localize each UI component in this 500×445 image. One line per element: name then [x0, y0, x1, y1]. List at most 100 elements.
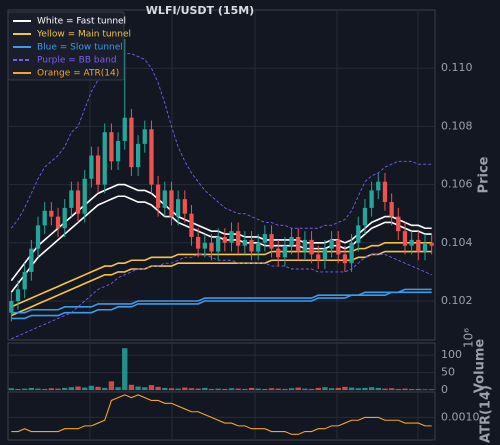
volume-bar [362, 387, 368, 390]
volume-bar [428, 389, 435, 390]
overlay-line [11, 288, 432, 314]
volume-bar [55, 388, 61, 390]
y-tick-label: 0.106 [441, 178, 473, 191]
legend-label: White = Fast tunnel [37, 17, 126, 27]
candle-body [149, 129, 154, 185]
volume-bar [108, 381, 115, 390]
candle-body [422, 242, 428, 252]
volume-bar [102, 387, 108, 390]
legend-label: Yellow = Main tunnel [36, 30, 131, 40]
volume-bar [35, 388, 41, 390]
candle-body [75, 190, 81, 214]
candle-body [55, 216, 61, 229]
candle-body [15, 289, 21, 302]
candle-body [42, 210, 47, 226]
volume-bar [28, 387, 35, 390]
candle-body [356, 225, 361, 243]
candle-body [389, 202, 394, 217]
candle-body [182, 199, 187, 214]
candle-body [69, 190, 74, 208]
volume-bar [242, 388, 248, 390]
overlay-line [10, 195, 432, 293]
volume-bar [395, 388, 401, 390]
volume-bar [375, 387, 381, 390]
volume-bar [148, 385, 155, 390]
volume-bar [308, 388, 315, 390]
y-tick-label: 50 [441, 366, 455, 379]
volume-bar [282, 388, 288, 390]
volume-bar [48, 388, 55, 390]
candle-body [122, 117, 127, 141]
volume-bar [368, 387, 375, 390]
volume-bar [195, 388, 201, 390]
volume-bar [95, 386, 101, 390]
atr-panel [7, 391, 436, 441]
volume-bar [288, 388, 295, 390]
candle-body [95, 155, 101, 185]
candle-body [189, 213, 194, 237]
overlay-line [11, 242, 432, 308]
candle-body [302, 239, 308, 252]
volume-bar [88, 385, 95, 390]
candle-body [369, 190, 374, 208]
volume-bar [415, 388, 421, 390]
candle-body [169, 190, 174, 217]
candle-body [409, 239, 414, 246]
volume-bar [315, 387, 321, 390]
candle-body [102, 132, 107, 185]
candle-body [276, 248, 281, 258]
candle-body [142, 129, 147, 144]
overlay-line [11, 253, 432, 340]
candle-body [342, 254, 348, 264]
y-tick-label: 0 [441, 383, 448, 396]
volume-bar [68, 387, 75, 390]
candle-body [62, 207, 67, 229]
candle-body [236, 231, 241, 246]
candle-body [29, 248, 34, 272]
volume-bar [328, 388, 335, 390]
overlay-line [11, 291, 432, 320]
legend-label: Orange = ATR(14) [37, 69, 119, 79]
volume-bar [202, 387, 208, 390]
volume-bar [208, 388, 215, 390]
candle-body [329, 239, 334, 249]
chart-title: WLFI/USDT (15M) [146, 4, 254, 17]
volume-bar [255, 388, 261, 390]
volume-bar [215, 388, 221, 390]
candle-body [242, 239, 247, 246]
volume-bar [355, 388, 361, 390]
overlay-line [10, 53, 432, 229]
marks [8, 39, 435, 435]
volume-bar [15, 388, 21, 390]
volume-bar [75, 386, 81, 390]
candle-body [115, 140, 121, 162]
candle-body [229, 231, 234, 243]
candle-body [249, 239, 254, 252]
atr-axis-label: ATR(14) [479, 385, 494, 443]
candle-body [289, 236, 294, 246]
candle-body [129, 117, 134, 168]
candle-body [175, 199, 181, 217]
volume-axis-label: Volume [473, 339, 488, 394]
volume-bar [155, 386, 161, 390]
candle-body [296, 236, 301, 252]
volume-bar [22, 388, 28, 390]
candle-body [209, 242, 214, 252]
volume-bar [408, 388, 415, 390]
volume-bar [142, 387, 148, 390]
volume-bar [295, 387, 301, 390]
candle-body [9, 301, 14, 313]
legend-label: Blue = Slow tunnel [37, 43, 123, 53]
volume-bar [62, 387, 68, 390]
volume-bar [388, 388, 395, 390]
candle-body [269, 234, 274, 249]
volume-bar [82, 387, 88, 390]
candle-body [262, 234, 268, 243]
volume-bar [162, 387, 168, 390]
candle-body [82, 178, 87, 214]
y-tick-label: 0.110 [441, 61, 473, 74]
overlay-line [10, 183, 432, 282]
volume-bar [248, 387, 255, 390]
volume-bar [8, 388, 15, 390]
volume-bar [135, 386, 141, 390]
